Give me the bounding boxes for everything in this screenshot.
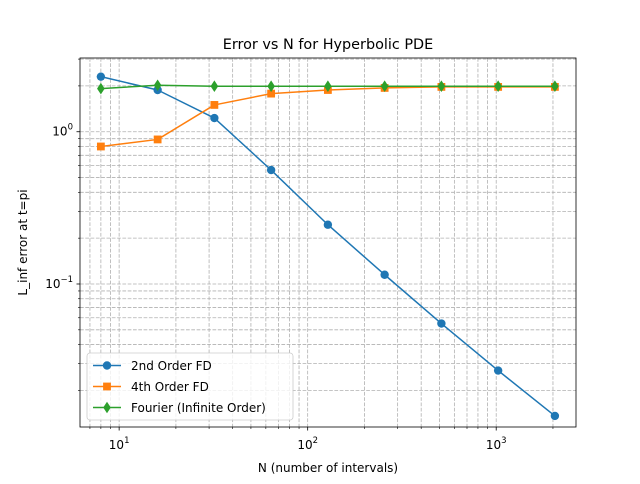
- data-point: [210, 80, 219, 93]
- legend-label: 2nd Order FD: [131, 359, 212, 373]
- data-point: [153, 135, 162, 144]
- series-fourier-infinite-order: [97, 79, 559, 95]
- data-point: [550, 411, 560, 421]
- chart-title: Error vs N for Hyperbolic PDE: [223, 37, 433, 53]
- plot-frame: [79, 57, 577, 428]
- data-point: [96, 142, 105, 151]
- x-tick-label: 101: [109, 436, 130, 452]
- x-tick-label: 103: [486, 436, 507, 452]
- data-point: [267, 80, 275, 93]
- axis-ticks: 101 102 103 10−1 100: [45, 58, 554, 452]
- data-point: [494, 80, 502, 93]
- data-point: [493, 366, 503, 375]
- data-point: [380, 270, 389, 279]
- data-point: [102, 361, 112, 370]
- x-axis-label: N (number of intervals): [258, 461, 398, 475]
- data-point: [437, 319, 446, 328]
- y-tick-label: 100: [52, 123, 73, 139]
- data-point: [266, 165, 276, 175]
- data-point: [267, 89, 276, 98]
- data-point: [97, 82, 105, 95]
- data-point: [210, 113, 219, 123]
- legend-box: [86, 352, 294, 421]
- data-point: [103, 382, 111, 391]
- legend: 2nd Order FD 4th Order FD Fourier (Infinit…: [86, 352, 294, 421]
- data-point: [437, 80, 446, 93]
- data-point: [96, 72, 106, 81]
- y-axis-label: L_inf error at t=pi: [16, 189, 30, 295]
- x-tick-label: 102: [297, 436, 318, 452]
- series-2nd-order-fd: [96, 72, 560, 421]
- y-tick-label: 10−1: [45, 275, 73, 291]
- series-layer: [96, 72, 560, 421]
- data-point: [380, 80, 389, 93]
- legend-label: 4th Order FD: [131, 380, 209, 394]
- data-point: [324, 80, 332, 93]
- data-point: [153, 79, 162, 92]
- data-point: [323, 220, 333, 229]
- legend-label: Fourier (Infinite Order): [131, 401, 266, 415]
- data-point: [210, 101, 219, 109]
- data-point: [551, 80, 559, 93]
- data-point: [103, 401, 111, 414]
